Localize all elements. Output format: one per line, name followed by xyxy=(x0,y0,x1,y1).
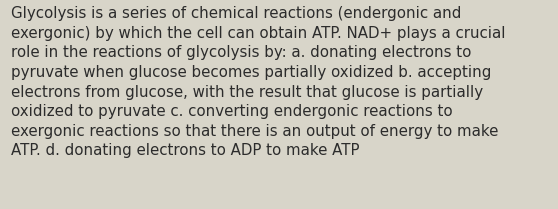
Text: Glycolysis is a series of chemical reactions (endergonic and
exergonic) by which: Glycolysis is a series of chemical react… xyxy=(11,6,506,158)
